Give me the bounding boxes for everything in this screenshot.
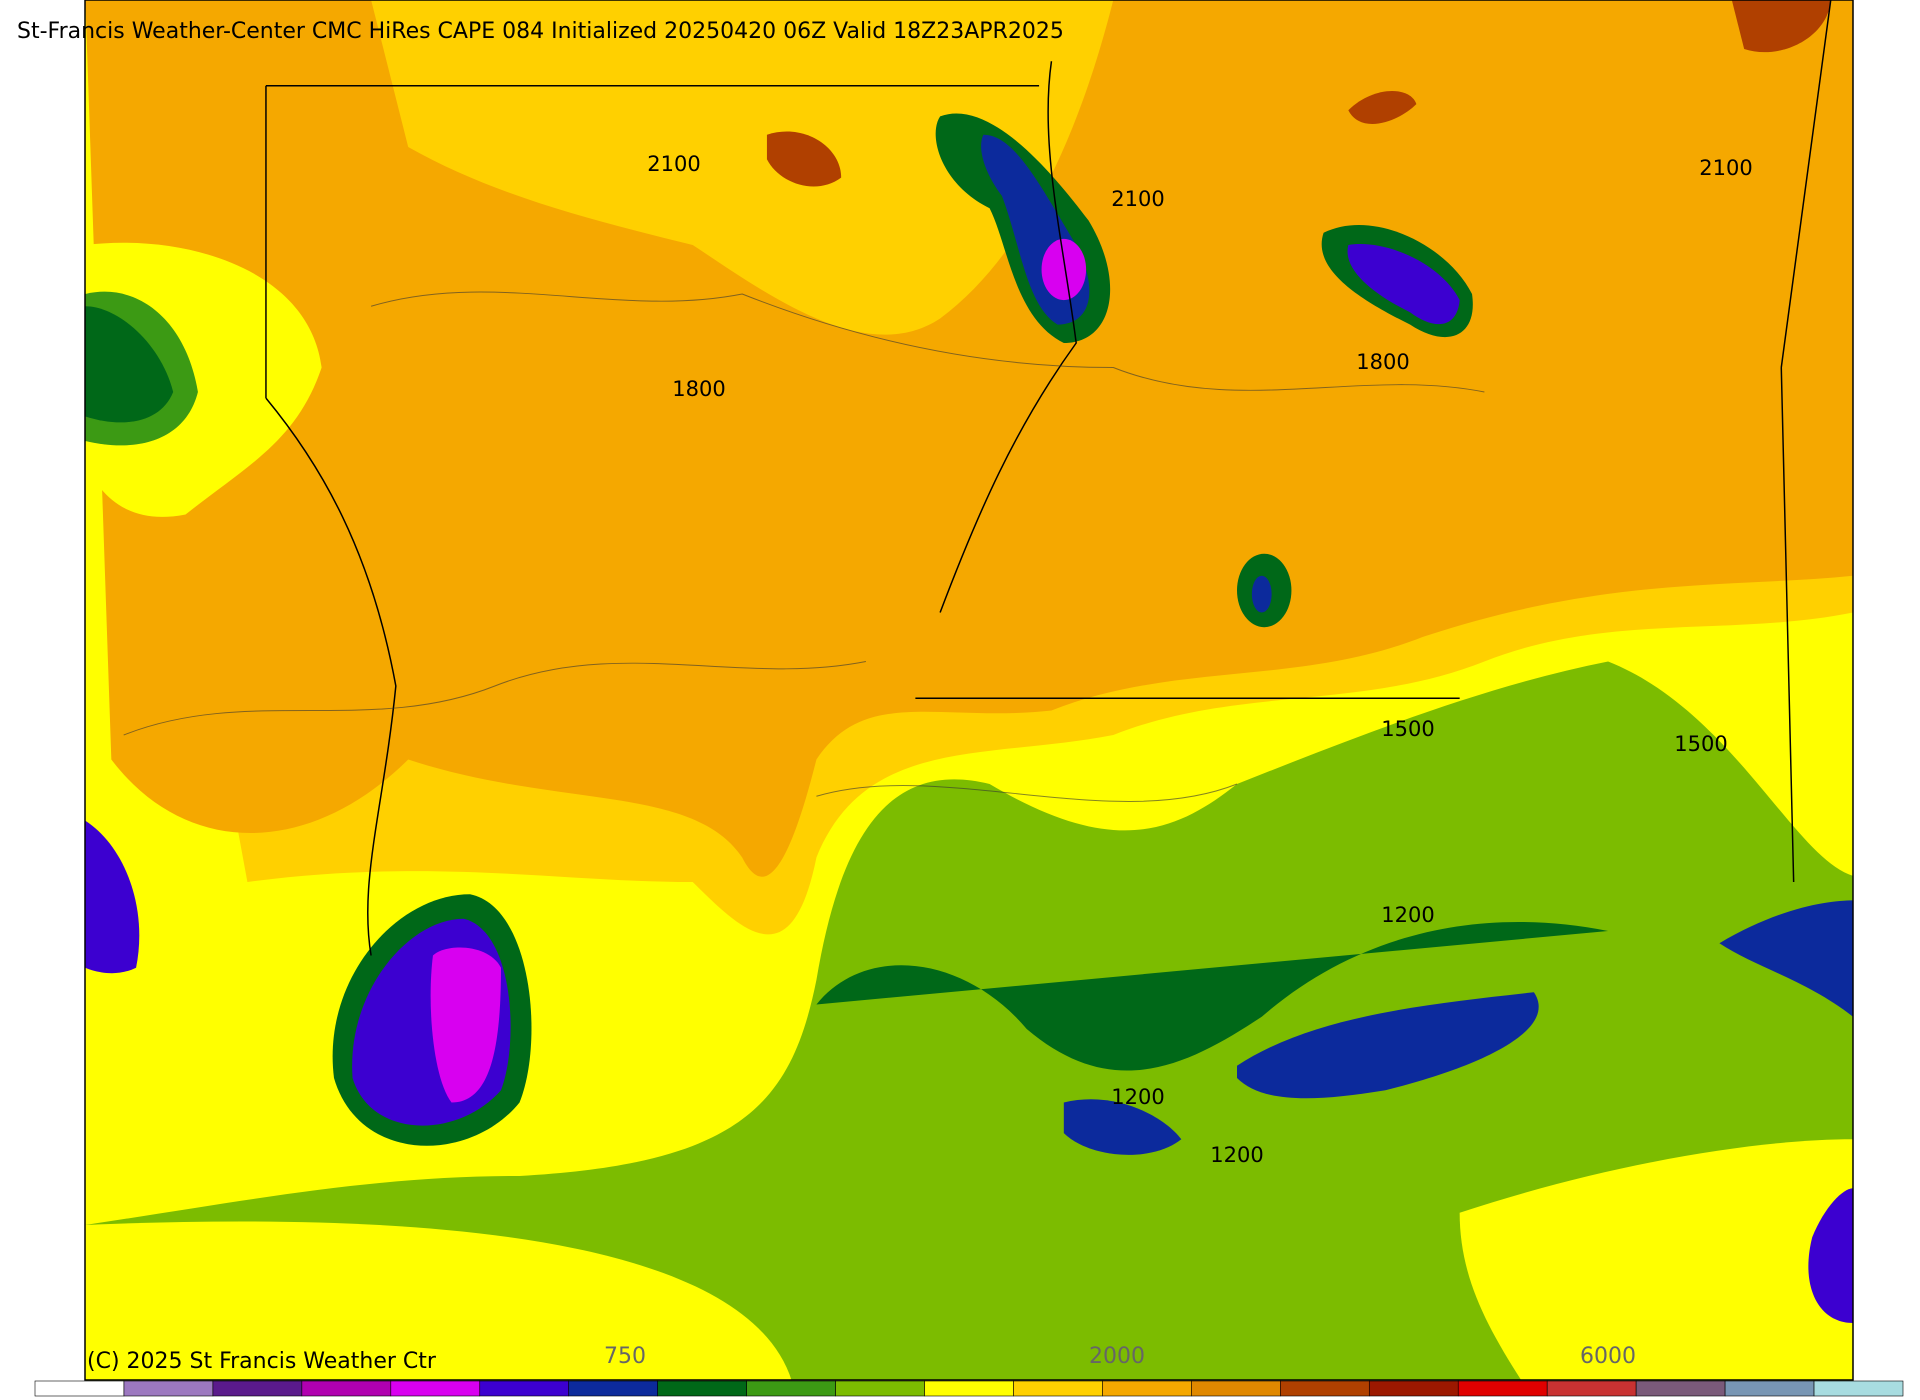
contour-label: 1200 — [1111, 1085, 1164, 1109]
field-blob-c2 — [1251, 575, 1272, 613]
field-blob-n3 — [1041, 238, 1087, 301]
contour-label: 1200 — [1381, 903, 1434, 927]
colorbar-swatch — [212, 1380, 303, 1397]
colorbar-swatch — [1368, 1380, 1459, 1397]
colorbar-swatch — [1813, 1380, 1904, 1397]
contour-label: 1200 — [1210, 1143, 1263, 1167]
field-red3 — [1731, 0, 1831, 53]
colorbar-swatch — [657, 1380, 747, 1397]
colorbar-swatch — [1191, 1380, 1281, 1397]
colorbar-swatch — [1724, 1380, 1815, 1397]
contour-label: 1800 — [1356, 350, 1409, 374]
colorbar-swatch — [1546, 1380, 1637, 1397]
map-frame — [84, 0, 1854, 1381]
colorbar-swatch — [123, 1380, 214, 1397]
cape-contours — [123, 291, 1485, 802]
contour-label: 2100 — [1111, 187, 1164, 211]
colorbar-label: 2000 — [1089, 1344, 1145, 1369]
colorbar-swatch — [479, 1380, 570, 1397]
colorbar-swatch — [568, 1380, 658, 1397]
colorbar-label: 6000 — [1580, 1344, 1636, 1369]
map-title: St-Francis Weather-Center CMC HiRes CAPE… — [17, 19, 1064, 44]
field-red2 — [1348, 91, 1417, 124]
field-green-south — [85, 661, 1854, 1381]
colorbar-swatch — [34, 1380, 125, 1397]
contour-label: 1800 — [672, 377, 725, 401]
contour-label: 2100 — [647, 152, 700, 176]
field-dgreen — [85, 306, 174, 423]
field-gulf-yellow2 — [1459, 1139, 1854, 1381]
field-blue — [1237, 992, 1539, 1099]
field-dgreen-south — [816, 921, 1609, 1071]
colorbar — [34, 1380, 1904, 1397]
colorbar-swatch — [835, 1380, 925, 1397]
colorbar-swatch — [1457, 1380, 1548, 1397]
contour-label: 1500 — [1381, 717, 1434, 741]
contour-label: 2100 — [1699, 156, 1752, 180]
colorbar-swatch — [301, 1380, 392, 1397]
state-borders — [265, 0, 1832, 956]
field-blob-ne2 — [1347, 244, 1460, 325]
cape-field — [85, 0, 1854, 1381]
colorbar-swatch — [1013, 1380, 1103, 1397]
contour-label: 1500 — [1674, 732, 1727, 756]
field-2500 — [85, 0, 1854, 877]
field-red1 — [766, 131, 842, 187]
colorbar-swatch — [746, 1380, 836, 1397]
colorbar-swatch — [1102, 1380, 1192, 1397]
field-2000b — [371, 0, 1114, 335]
field-blue2 — [1719, 900, 1854, 1017]
colorbar-label: 750 — [604, 1344, 646, 1369]
colorbar-swatch — [1635, 1380, 1726, 1397]
field-blue3 — [1063, 1099, 1182, 1155]
field-blob-se — [1808, 1188, 1854, 1323]
copyright: (C) 2025 St Francis Weather Ctr — [87, 1349, 437, 1374]
field-gulf-yellow — [85, 1221, 792, 1381]
colorbar-swatch — [924, 1380, 1014, 1397]
colorbar-swatch — [390, 1380, 481, 1397]
field-blob-w — [85, 820, 140, 974]
field-blob-sw3 — [430, 947, 501, 1103]
colorbar-swatch — [1280, 1380, 1370, 1397]
